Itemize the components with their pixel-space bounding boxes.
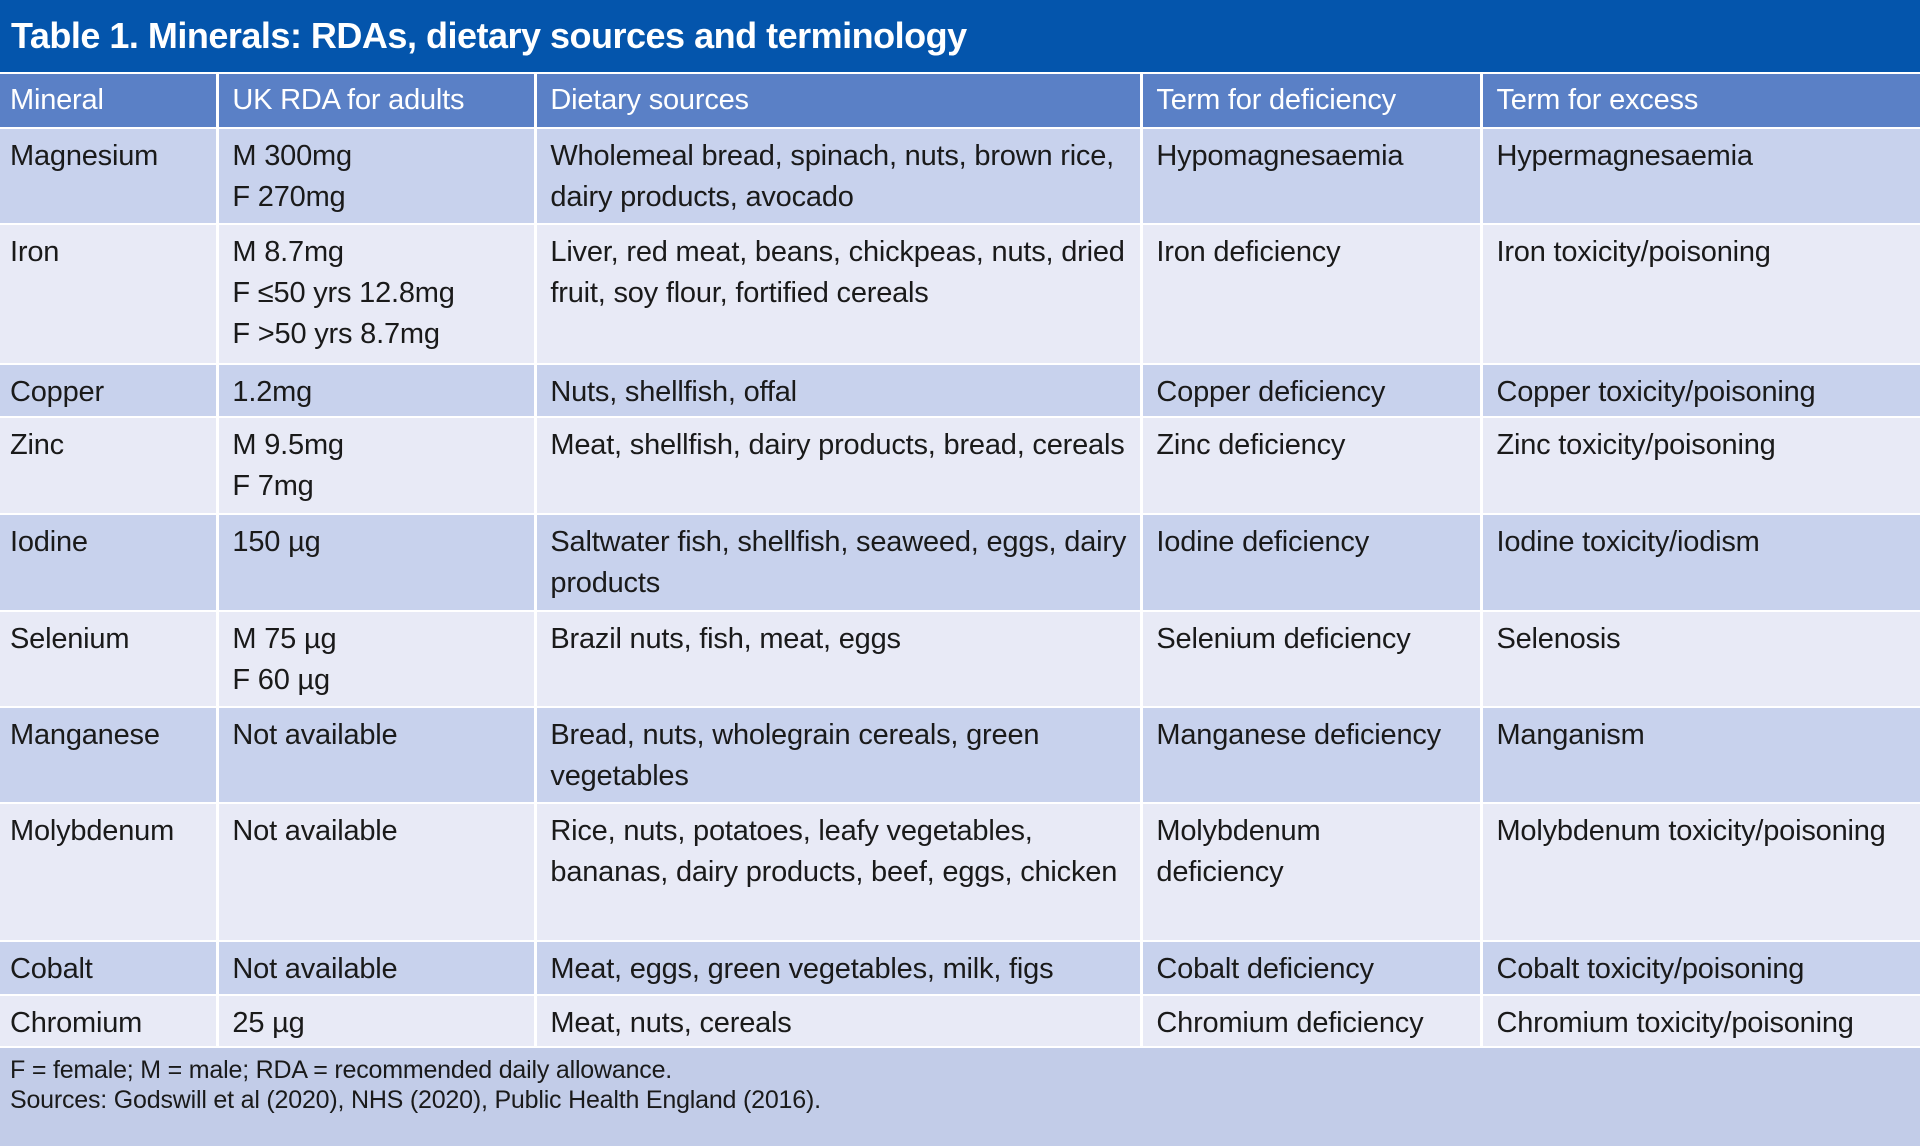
footnote-sources: Sources: Godswill et al (2020), NHS (202… [10,1086,821,1114]
cell-rda: 1.2mg [216,363,536,417]
cell-sources: Liver, red meat, beans, chickpeas, nuts,… [534,223,1142,364]
cell-rda: Not available [216,706,536,803]
cell-excess: Hypermagnesaemia [1480,127,1920,224]
cell-mineral: Zinc [0,416,218,514]
cell-excess: Chromium toxicity/poisoning [1480,994,1920,1046]
column-header-sources: Dietary sources [534,72,1142,128]
cell-rda: M 75 µg F 60 µg [216,610,536,707]
cell-excess: Manganism [1480,706,1920,803]
cell-deficiency: Iodine deficiency [1140,513,1482,611]
cell-mineral: Iodine [0,513,218,611]
cell-excess: Cobalt toxicity/poisoning [1480,940,1920,995]
column-header-deficiency: Term for deficiency [1140,72,1482,128]
cell-excess: Iron toxicity/poisoning [1480,223,1920,364]
cell-deficiency: Chromium deficiency [1140,994,1482,1046]
cell-mineral: Cobalt [0,940,218,995]
table-row-magnesium: Magnesium M 300mg F 270mg Wholemeal brea… [0,127,1920,224]
cell-rda: M 9.5mg F 7mg [216,416,536,514]
cell-mineral: Manganese [0,706,218,803]
cell-sources: Rice, nuts, potatoes, leafy vegetables, … [534,802,1142,941]
column-header-mineral: Mineral [0,72,218,128]
cell-deficiency: Zinc deficiency [1140,416,1482,514]
column-header-excess: Term for excess [1480,72,1920,128]
cell-rda: M 300mg F 270mg [216,127,536,224]
cell-mineral: Magnesium [0,127,218,224]
cell-sources: Bread, nuts, wholegrain cereals, green v… [534,706,1142,803]
cell-sources: Wholemeal bread, spinach, nuts, brown ri… [534,127,1142,224]
table-footnotes: F = female; M = male; RDA = recommended … [0,1046,1920,1146]
table-row-selenium: Selenium M 75 µg F 60 µg Brazil nuts, fi… [0,610,1920,707]
cell-mineral: Iron [0,223,218,364]
cell-excess: Zinc toxicity/poisoning [1480,416,1920,514]
cell-rda: Not available [216,940,536,995]
minerals-table: Mineral UK RDA for adults Dietary source… [0,72,1920,1046]
cell-deficiency: Molybdenum deficiency [1140,802,1482,941]
footnote-abbreviations: F = female; M = male; RDA = recommended … [10,1056,673,1084]
table-header-row: Mineral UK RDA for adults Dietary source… [0,72,1920,128]
table-row-manganese: Manganese Not available Bread, nuts, who… [0,706,1920,803]
table-row-iron: Iron M 8.7mg F ≤50 yrs 12.8mg F >50 yrs … [0,223,1920,364]
cell-excess: Copper toxicity/poisoning [1480,363,1920,417]
cell-excess: Selenosis [1480,610,1920,707]
table-title: Table 1. Minerals: RDAs, dietary sources… [11,15,967,56]
table-row-chromium: Chromium 25 µg Meat, nuts, cereals Chrom… [0,994,1920,1046]
table-row-copper: Copper 1.2mg Nuts, shellfish, offal Copp… [0,363,1920,417]
cell-mineral: Selenium [0,610,218,707]
cell-rda: 150 µg [216,513,536,611]
cell-mineral: Chromium [0,994,218,1046]
cell-sources: Saltwater fish, shellfish, seaweed, eggs… [534,513,1142,611]
cell-deficiency: Cobalt deficiency [1140,940,1482,995]
cell-excess: Molybdenum toxicity/poisoning [1480,802,1920,941]
cell-sources: Meat, nuts, cereals [534,994,1142,1046]
cell-sources: Meat, eggs, green vegetables, milk, figs [534,940,1142,995]
cell-deficiency: Manganese deficiency [1140,706,1482,803]
cell-rda: M 8.7mg F ≤50 yrs 12.8mg F >50 yrs 8.7mg [216,223,536,364]
cell-mineral: Copper [0,363,218,417]
cell-sources: Nuts, shellfish, offal [534,363,1142,417]
cell-deficiency: Iron deficiency [1140,223,1482,364]
table-row-iodine: Iodine 150 µg Saltwater fish, shellfish,… [0,513,1920,611]
table-title-bar: Table 1. Minerals: RDAs, dietary sources… [0,0,1920,72]
cell-rda: Not available [216,802,536,941]
cell-deficiency: Copper deficiency [1140,363,1482,417]
table-row-zinc: Zinc M 9.5mg F 7mg Meat, shellfish, dair… [0,416,1920,514]
cell-mineral: Molybdenum [0,802,218,941]
table-row-molybdenum: Molybdenum Not available Rice, nuts, pot… [0,802,1920,941]
cell-excess: Iodine toxicity/iodism [1480,513,1920,611]
cell-deficiency: Selenium deficiency [1140,610,1482,707]
cell-deficiency: Hypomagnesaemia [1140,127,1482,224]
table-row-cobalt: Cobalt Not available Meat, eggs, green v… [0,940,1920,995]
cell-sources: Meat, shellfish, dairy products, bread, … [534,416,1142,514]
column-header-rda: UK RDA for adults [216,72,536,128]
cell-rda: 25 µg [216,994,536,1046]
cell-sources: Brazil nuts, fish, meat, eggs [534,610,1142,707]
